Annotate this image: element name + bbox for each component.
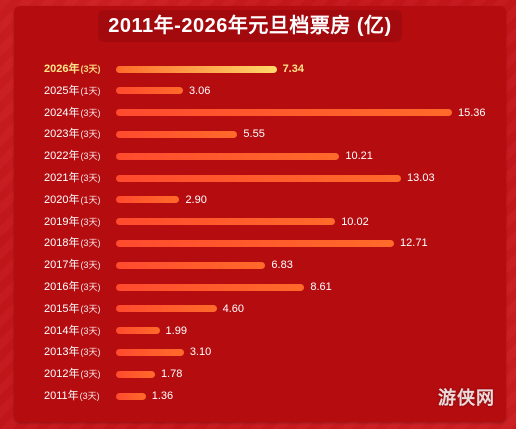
category-label: 2013年(3天)	[44, 345, 114, 359]
bar	[116, 370, 155, 378]
bar	[116, 261, 266, 269]
bar	[116, 305, 217, 313]
category-label: 2014年(3天)	[44, 324, 114, 338]
category-days: (3天)	[80, 347, 101, 358]
category-year: 2012年	[44, 368, 80, 381]
bar	[116, 87, 183, 95]
category-label: 2016年(3天)	[44, 280, 114, 294]
category-year: 2013年	[44, 346, 80, 359]
chart-panel	[14, 6, 506, 422]
category-days: (3天)	[80, 303, 101, 314]
bar	[116, 327, 160, 335]
category-year: 2014年	[44, 324, 80, 337]
category-days: (3天)	[79, 391, 100, 401]
category-year: 2015年	[44, 302, 80, 315]
category-days: (3天)	[80, 173, 101, 183]
category-label: 2026年(3天)	[44, 62, 114, 76]
data-label: 8.61	[310, 281, 332, 293]
category-days: (3天)	[80, 107, 101, 118]
bar	[116, 283, 305, 291]
category-label: 2015年(3天)	[44, 302, 114, 316]
category-days: (3天)	[80, 216, 101, 227]
category-days: (3天)	[80, 325, 101, 336]
category-days: (3天)	[80, 282, 101, 292]
data-label: 1.78	[160, 368, 183, 381]
data-label: 1.36	[151, 390, 174, 402]
data-label: 15.36	[458, 106, 486, 119]
category-year: 2017年	[44, 259, 80, 272]
category-label: 2012年(3天)	[44, 367, 114, 381]
category-year: 2016年	[44, 281, 80, 293]
category-year: 2022年	[44, 150, 80, 163]
bar	[116, 130, 238, 138]
data-label: 13.03	[407, 172, 435, 184]
category-label: 2021年(3天)	[44, 171, 114, 185]
category-label: 2025年(1天)	[44, 84, 114, 98]
bar	[116, 109, 452, 117]
category-days: (1天)	[80, 194, 101, 205]
category-year: 2019年	[44, 215, 80, 228]
bar	[116, 348, 184, 356]
category-year: 2011年	[44, 390, 79, 402]
category-days: (1天)	[80, 85, 101, 96]
bar	[116, 152, 340, 160]
data-label: 10.21	[345, 150, 373, 163]
category-year: 2018年	[44, 237, 80, 250]
bar	[116, 196, 180, 204]
chart-title: 2011年-2026年元旦档票房 (亿)	[98, 10, 402, 42]
category-year: 2025年	[44, 84, 80, 97]
bar	[116, 239, 395, 247]
category-days: (3天)	[80, 151, 101, 162]
watermark: 游侠网	[438, 388, 495, 408]
category-label: 2018年(3天)	[44, 236, 114, 250]
category-label: 2020年(1天)	[44, 193, 114, 207]
data-label: 1.99	[165, 324, 187, 337]
data-label: 7.34	[282, 63, 304, 75]
category-label: 2022年(3天)	[44, 149, 114, 163]
bar	[116, 65, 277, 73]
category-days: (3天)	[80, 238, 101, 249]
bar	[116, 218, 336, 226]
bar	[116, 392, 146, 400]
category-days: (3天)	[80, 369, 101, 380]
data-label: 12.71	[400, 237, 428, 250]
category-year: 2024年	[44, 106, 80, 119]
data-label: 3.06	[188, 84, 211, 97]
category-year: 2023年	[44, 128, 80, 141]
data-label: 2.90	[185, 193, 207, 206]
category-label: 2019年(3天)	[44, 215, 114, 229]
data-label: 6.83	[271, 259, 293, 272]
category-days: (3天)	[80, 129, 101, 140]
category-year: 2021年	[44, 172, 80, 184]
category-year: 2020年	[44, 193, 80, 206]
category-label: 2024年(3天)	[44, 106, 114, 120]
category-label: 2017年(3天)	[44, 258, 114, 272]
data-label: 3.10	[189, 346, 212, 359]
bar	[116, 174, 402, 182]
data-label: 4.60	[222, 302, 245, 315]
data-label: 5.55	[243, 128, 265, 141]
category-days: (3天)	[80, 64, 101, 74]
category-label: 2023年(3天)	[44, 127, 114, 141]
category-label: 2011年(3天)	[44, 389, 114, 403]
data-label: 10.02	[341, 215, 369, 228]
category-days: (3天)	[80, 260, 101, 271]
category-year: 2026年	[44, 63, 80, 75]
